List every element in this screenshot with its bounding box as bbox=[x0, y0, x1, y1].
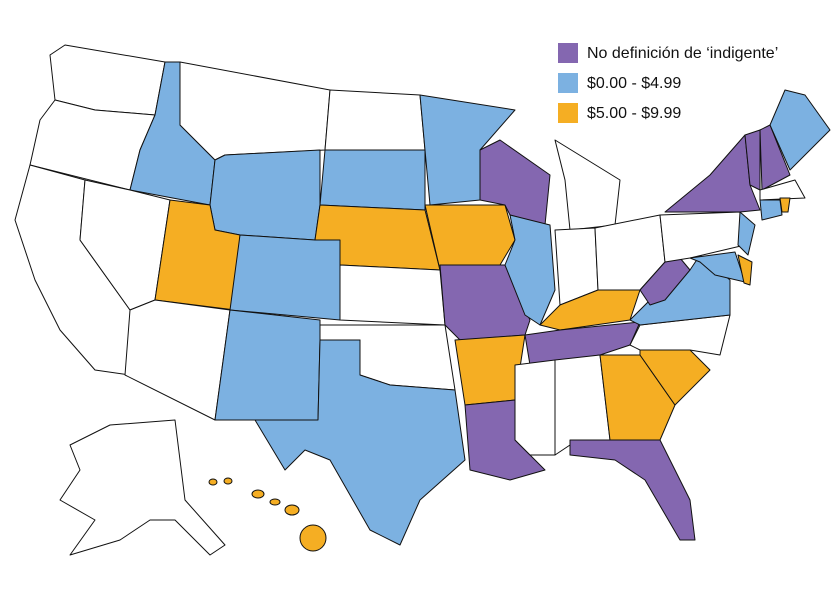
state bbox=[689, 251, 746, 283]
state bbox=[759, 124, 791, 191]
legend: No definición de ‘indigente’ $0.00 - $4.9… bbox=[558, 43, 778, 123]
state bbox=[223, 477, 233, 485]
state bbox=[269, 498, 281, 506]
states bbox=[14, 44, 831, 556]
state bbox=[554, 139, 621, 231]
state bbox=[319, 149, 426, 211]
state bbox=[737, 211, 756, 256]
state bbox=[339, 264, 446, 326]
legend-swatch bbox=[558, 103, 578, 123]
state bbox=[254, 339, 466, 546]
state bbox=[514, 359, 556, 456]
legend-swatch bbox=[558, 73, 578, 93]
state bbox=[769, 89, 831, 171]
state bbox=[284, 504, 300, 516]
state bbox=[569, 439, 696, 541]
state bbox=[229, 234, 341, 321]
state bbox=[737, 254, 753, 286]
state bbox=[208, 478, 218, 486]
state bbox=[759, 179, 806, 201]
legend-label: $5.00 - $9.99 bbox=[587, 105, 681, 122]
legend-swatch bbox=[558, 43, 578, 63]
state bbox=[179, 61, 331, 161]
state bbox=[299, 524, 327, 552]
state bbox=[124, 299, 231, 421]
legend-label: $0.00 - $4.99 bbox=[587, 75, 681, 92]
state bbox=[779, 197, 791, 213]
legend-label: No definición de ‘indigente’ bbox=[587, 45, 778, 62]
state bbox=[324, 89, 426, 151]
state bbox=[251, 489, 265, 499]
state bbox=[214, 309, 321, 421]
state bbox=[599, 354, 676, 441]
state bbox=[424, 204, 516, 271]
state bbox=[504, 214, 556, 326]
state bbox=[759, 199, 783, 221]
state bbox=[209, 149, 321, 241]
state bbox=[59, 419, 226, 556]
